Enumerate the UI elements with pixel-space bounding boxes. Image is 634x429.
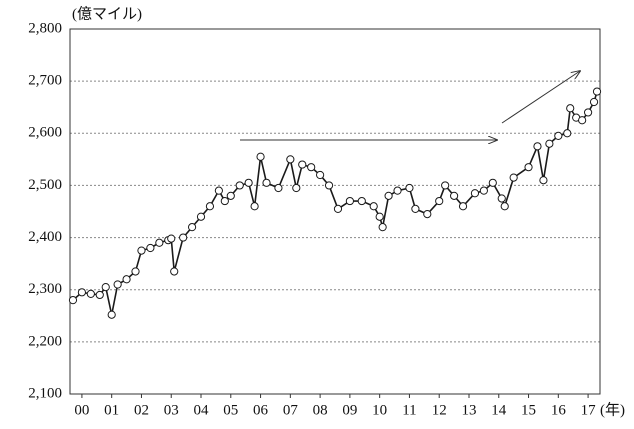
data-point bbox=[345, 196, 354, 206]
data-point bbox=[131, 267, 140, 276]
data-point bbox=[384, 191, 393, 200]
plot-frame bbox=[69, 28, 601, 395]
data-point bbox=[155, 238, 164, 247]
x-tick-label: 12 bbox=[432, 402, 447, 418]
data-point bbox=[324, 181, 334, 190]
data-point bbox=[566, 104, 575, 113]
data-point bbox=[316, 170, 325, 180]
x-tick-label: 05 bbox=[223, 402, 238, 418]
trend-arrow bbox=[501, 71, 580, 124]
data-point bbox=[244, 178, 253, 187]
data-point bbox=[146, 243, 155, 253]
y-tick-label: 2,400 bbox=[28, 229, 62, 245]
data-point bbox=[378, 223, 387, 232]
x-tick-label: 14 bbox=[491, 402, 507, 418]
data-point bbox=[262, 178, 271, 187]
data-point bbox=[307, 163, 316, 172]
data-point bbox=[578, 116, 587, 125]
data-point bbox=[497, 194, 506, 203]
y-tick-label: 2,700 bbox=[28, 73, 62, 89]
y-tick-label: 2,600 bbox=[28, 125, 62, 141]
y-tick-label: 2,800 bbox=[28, 20, 62, 36]
data-point bbox=[450, 191, 459, 200]
data-point bbox=[179, 233, 188, 242]
x-tick-label: 03 bbox=[164, 402, 179, 418]
data-point bbox=[554, 131, 563, 140]
data-point bbox=[545, 139, 554, 148]
data-point bbox=[286, 155, 295, 164]
data-point bbox=[226, 191, 235, 200]
data-point bbox=[583, 108, 593, 117]
data-point bbox=[77, 288, 87, 297]
x-tick-label: 02 bbox=[134, 402, 149, 418]
data-point bbox=[458, 202, 468, 211]
data-point bbox=[423, 210, 432, 219]
data-point bbox=[405, 183, 414, 193]
x-unit: (年) bbox=[600, 401, 625, 418]
x-tick-label: 11 bbox=[402, 402, 416, 418]
data-point bbox=[533, 142, 542, 151]
data-point bbox=[187, 223, 197, 232]
y-tick-label: 2,200 bbox=[28, 333, 62, 349]
data-point bbox=[122, 275, 131, 284]
data-point bbox=[539, 176, 548, 185]
data-point bbox=[479, 186, 488, 195]
data-point bbox=[250, 202, 259, 211]
y-tick-label: 2,100 bbox=[28, 385, 62, 401]
x-tick-label: 17 bbox=[581, 402, 597, 418]
data-point bbox=[167, 234, 176, 243]
data-point bbox=[500, 202, 509, 211]
data-point bbox=[411, 204, 420, 213]
x-tick-label: 16 bbox=[551, 402, 567, 418]
x-tick-label: 13 bbox=[461, 402, 476, 418]
y-unit: (億マイル) bbox=[72, 5, 142, 22]
data-point bbox=[298, 160, 307, 169]
data-point bbox=[113, 280, 122, 289]
data-point bbox=[375, 212, 384, 221]
x-tick-label: 00 bbox=[74, 402, 89, 418]
x-tick-label: 06 bbox=[253, 402, 269, 418]
data-point bbox=[369, 202, 378, 211]
x-tick-label: 04 bbox=[194, 402, 210, 418]
data-point bbox=[170, 267, 179, 276]
data-point bbox=[592, 87, 602, 96]
data-point bbox=[488, 178, 497, 187]
data-point bbox=[95, 290, 104, 300]
x-tick-label: 10 bbox=[372, 402, 387, 418]
data-point bbox=[435, 196, 444, 206]
x-tick-label: 08 bbox=[313, 402, 328, 418]
y-tick-label: 2,500 bbox=[28, 177, 62, 193]
data-point bbox=[107, 310, 116, 319]
data-point bbox=[470, 189, 480, 198]
data-point bbox=[357, 196, 366, 206]
x-tick-label: 15 bbox=[521, 402, 536, 418]
data-point bbox=[68, 296, 78, 305]
data-point bbox=[274, 183, 283, 193]
data-point bbox=[292, 183, 301, 193]
data-point bbox=[509, 173, 518, 182]
data-point bbox=[256, 152, 265, 161]
data-point bbox=[235, 181, 244, 190]
data-point bbox=[524, 163, 533, 172]
x-tick-label: 09 bbox=[342, 402, 357, 418]
data-point bbox=[441, 181, 450, 190]
x-tick-label: 07 bbox=[283, 402, 299, 418]
data-point bbox=[563, 129, 572, 138]
data-line bbox=[72, 91, 598, 315]
data-point bbox=[137, 246, 146, 255]
y-tick-label: 2,300 bbox=[28, 281, 62, 297]
data-point bbox=[86, 289, 95, 298]
data-point bbox=[205, 202, 215, 211]
data-point bbox=[333, 204, 343, 213]
data-point bbox=[196, 212, 206, 221]
data-point bbox=[589, 97, 599, 107]
data-point bbox=[101, 283, 110, 292]
data-point bbox=[220, 196, 229, 206]
data-point bbox=[214, 186, 223, 195]
data-point bbox=[393, 186, 402, 195]
x-tick-label: 01 bbox=[104, 402, 119, 418]
